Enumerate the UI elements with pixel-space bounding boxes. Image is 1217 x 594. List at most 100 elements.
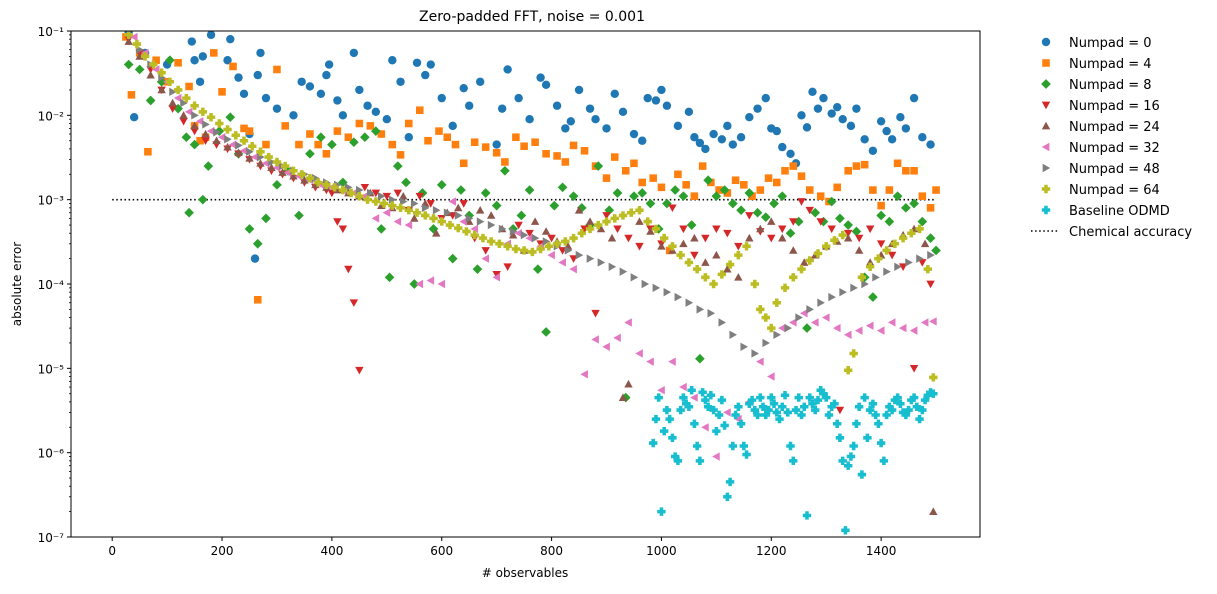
data-point	[748, 192, 756, 200]
data-point	[525, 229, 534, 238]
data-point	[769, 198, 779, 209]
data-point	[902, 167, 910, 175]
data-point	[459, 83, 468, 93]
data-point	[797, 264, 806, 274]
data-point	[751, 349, 760, 358]
x-tick-label: 600	[430, 544, 453, 558]
data-point	[720, 421, 729, 430]
data-point	[745, 233, 754, 242]
data-point	[129, 32, 138, 42]
data-point	[432, 206, 441, 215]
data-point	[261, 213, 271, 224]
data-point	[887, 251, 897, 260]
data-point	[917, 216, 928, 227]
data-point	[876, 117, 886, 126]
data-point	[223, 125, 232, 134]
data-point	[574, 85, 584, 95]
data-point	[827, 109, 836, 118]
data-point	[305, 173, 315, 183]
data-point	[519, 246, 529, 255]
data-point	[686, 220, 697, 230]
data-point	[338, 111, 348, 120]
data-point	[388, 56, 397, 65]
legend-marker	[1041, 79, 1051, 89]
data-point	[424, 136, 432, 145]
data-point	[679, 225, 688, 234]
data-point	[865, 405, 875, 415]
data-point	[472, 264, 483, 274]
data-point	[703, 175, 713, 186]
data-point	[531, 138, 539, 146]
data-point	[371, 214, 380, 223]
data-point	[349, 299, 359, 307]
data-point	[486, 211, 496, 219]
data-point	[503, 242, 512, 251]
data-point	[206, 113, 216, 122]
data-point	[635, 217, 644, 225]
data-point	[854, 234, 864, 243]
data-point	[557, 182, 568, 193]
data-point	[839, 287, 847, 297]
data-point	[711, 191, 722, 202]
data-point	[225, 112, 236, 123]
data-point	[723, 492, 732, 501]
data-point	[923, 391, 933, 400]
data-point	[568, 191, 579, 202]
data-point	[618, 107, 628, 117]
data-point	[124, 31, 133, 40]
data-point	[421, 70, 430, 80]
data-point	[295, 140, 303, 149]
data-point	[412, 208, 422, 217]
data-point	[701, 258, 710, 266]
data-point	[810, 207, 821, 218]
data-point	[366, 188, 375, 198]
data-point	[549, 200, 560, 211]
data-point	[793, 216, 804, 227]
data-point	[231, 131, 240, 140]
data-point	[676, 405, 685, 415]
data-point	[758, 402, 768, 411]
data-point	[577, 229, 586, 238]
data-point	[465, 101, 474, 110]
data-point	[651, 414, 661, 424]
data-point	[685, 298, 694, 307]
data-point	[371, 197, 381, 206]
data-point	[753, 104, 762, 113]
data-point	[907, 229, 916, 238]
series-1	[122, 33, 940, 304]
data-point	[152, 56, 160, 65]
data-point	[789, 273, 798, 282]
data-point	[637, 188, 648, 198]
data-point	[690, 192, 699, 200]
data-point	[742, 450, 751, 459]
data-point	[929, 317, 937, 326]
chart-title: Zero-padded FFT, noise = 0.001	[419, 9, 645, 25]
data-point	[744, 188, 755, 198]
data-point	[544, 242, 554, 251]
data-point	[725, 260, 735, 269]
data-point	[393, 189, 403, 198]
data-point	[198, 52, 208, 61]
data-point	[690, 393, 698, 402]
data-point	[401, 177, 411, 188]
data-point	[692, 264, 702, 274]
data-point	[764, 405, 773, 415]
data-point	[838, 230, 847, 240]
data-point	[876, 326, 885, 335]
data-point	[808, 399, 817, 408]
data-point	[470, 230, 479, 240]
data-point	[852, 104, 861, 113]
data-point	[503, 263, 512, 271]
data-point	[514, 93, 523, 103]
data-point	[668, 433, 677, 443]
legend-label: Numpad = 48	[1069, 162, 1160, 177]
data-point	[618, 393, 628, 401]
data-point	[201, 137, 210, 145]
data-point	[566, 117, 576, 126]
data-point	[673, 456, 683, 466]
data-point	[528, 247, 537, 257]
data-point	[435, 127, 443, 135]
data-point	[443, 208, 452, 217]
data-point	[324, 60, 334, 69]
data-point	[531, 233, 540, 243]
